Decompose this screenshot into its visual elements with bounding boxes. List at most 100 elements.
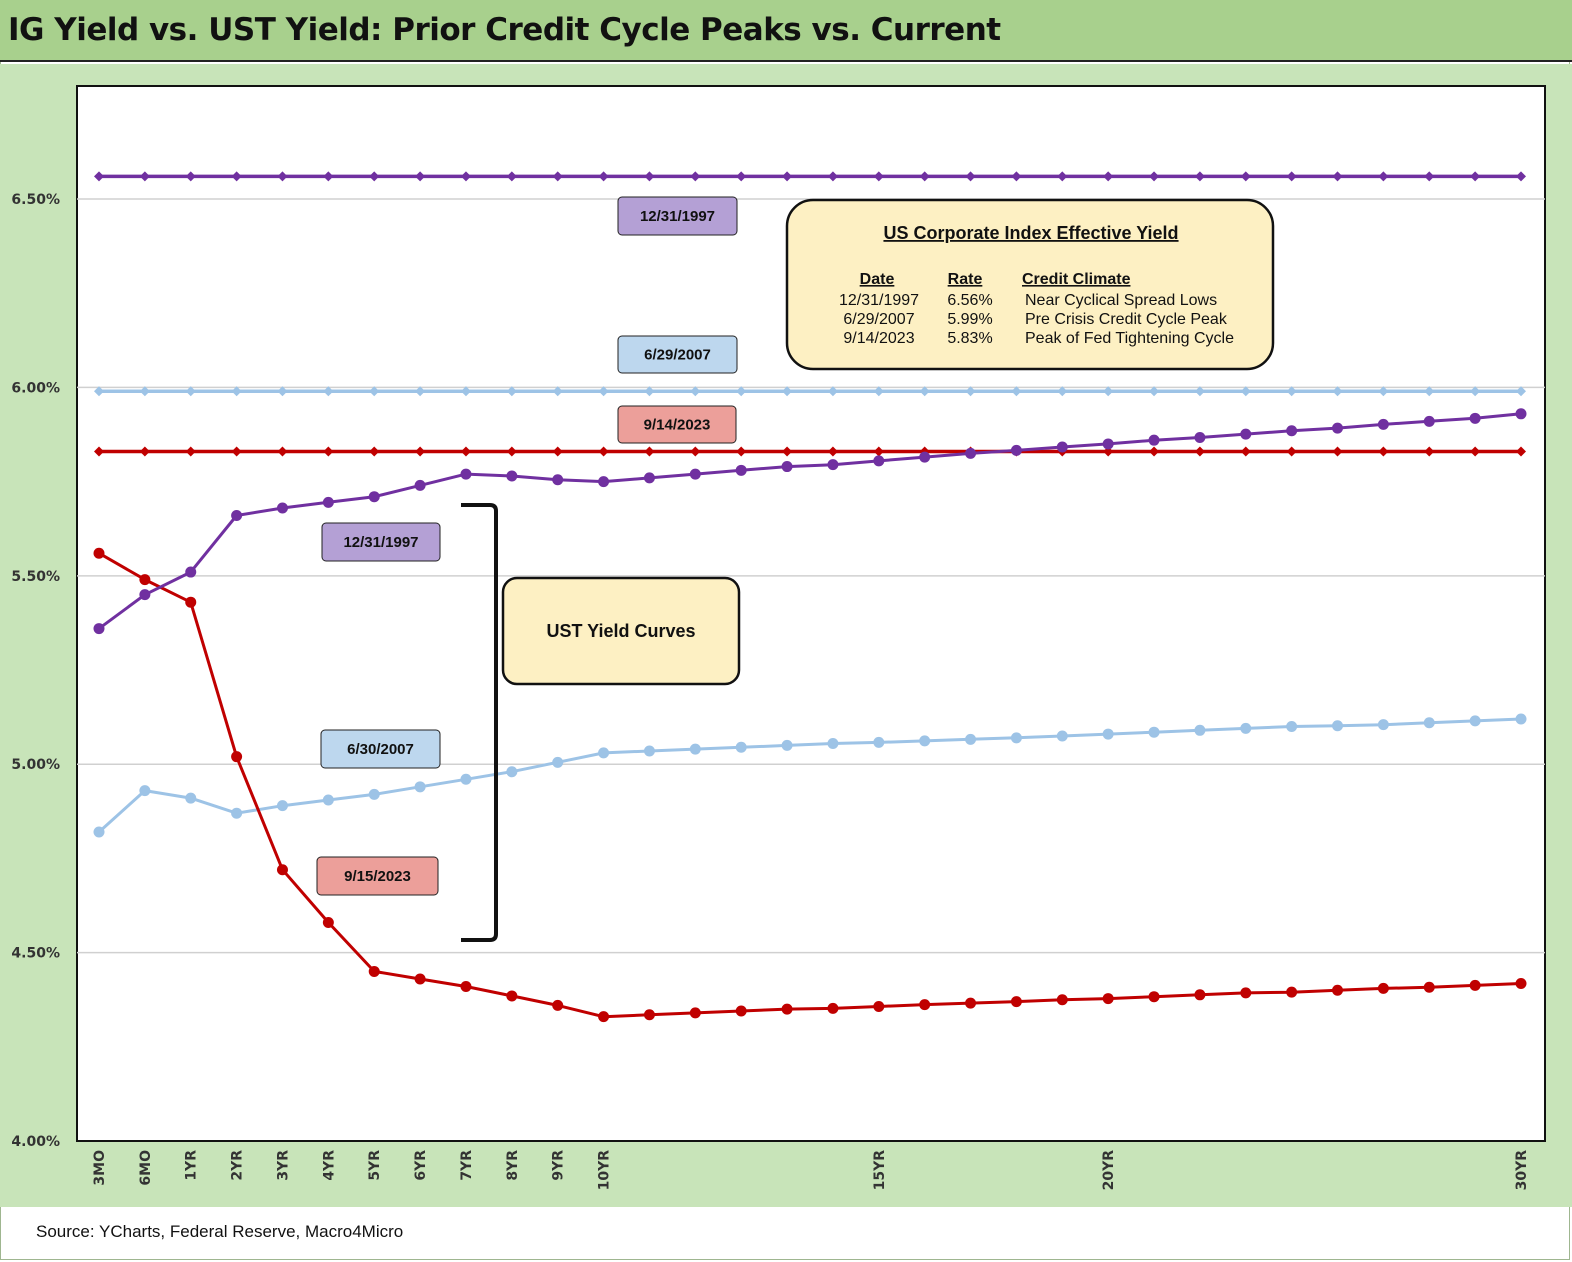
data-point	[1515, 713, 1527, 725]
series-ig_1997	[94, 171, 1526, 182]
data-point	[1469, 979, 1481, 991]
data-point	[827, 459, 839, 471]
data-point	[690, 446, 701, 457]
data-point	[322, 496, 334, 508]
data-point	[735, 1005, 747, 1017]
data-point	[1148, 434, 1160, 446]
ig-label-1997: 12/31/1997	[617, 196, 738, 236]
label-box	[617, 405, 737, 444]
data-point	[965, 997, 977, 1009]
data-point	[93, 547, 105, 559]
data-point	[1332, 720, 1344, 732]
data-point	[1194, 432, 1206, 444]
info-box-cell: 6/29/2007	[843, 311, 914, 328]
data-point	[781, 461, 793, 473]
data-point	[689, 743, 701, 755]
data-point	[919, 386, 930, 397]
data-point	[185, 566, 197, 578]
data-point	[94, 386, 104, 397]
data-point	[552, 386, 563, 397]
x-tick-label: 6YR	[413, 1150, 429, 1181]
data-point	[1469, 412, 1481, 424]
data-point	[873, 455, 885, 467]
data-point	[1010, 444, 1022, 456]
x-tick-label: 15YR	[872, 1150, 888, 1191]
x-tick-label: 6MO	[138, 1150, 154, 1186]
info-box: US Corporate Index Effective Yield Date Ra…	[785, 198, 1275, 371]
data-point	[185, 171, 196, 182]
data-point	[1240, 987, 1252, 999]
x-tick-label: 4YR	[321, 1150, 337, 1181]
label-text: 9/14/2023	[644, 417, 711, 434]
data-point	[1424, 386, 1435, 397]
x-tick-label: 9YR	[551, 1150, 567, 1181]
series-line	[98, 412, 1522, 630]
data-point	[736, 446, 747, 457]
info-box-title: US Corporate Index Effective Yield	[883, 223, 1178, 243]
data-point	[1148, 991, 1160, 1003]
series-line	[97, 717, 1522, 834]
data-point	[1240, 171, 1251, 182]
data-point	[276, 864, 288, 876]
data-point	[1011, 386, 1022, 397]
note-box	[501, 576, 741, 686]
data-point	[369, 171, 380, 182]
label-box	[316, 856, 439, 896]
data-point	[1332, 171, 1343, 182]
data-point	[414, 781, 426, 793]
data-point	[1332, 386, 1343, 397]
data-point	[965, 733, 977, 745]
data-point	[322, 794, 334, 806]
x-tick-label: 8YR	[505, 1150, 521, 1181]
data-point	[1378, 386, 1389, 397]
data-point	[690, 386, 701, 397]
data-point	[1240, 722, 1252, 734]
x-tick-label: 5YR	[367, 1150, 383, 1181]
data-point	[93, 826, 105, 838]
data-point	[506, 470, 518, 482]
data-point	[1240, 428, 1252, 440]
data-point	[1149, 386, 1160, 397]
info-box-cell: 5.83%	[947, 330, 992, 347]
series-ig_2007	[94, 386, 1526, 397]
data-point	[782, 386, 793, 397]
x-tick-label: 2YR	[230, 1150, 246, 1181]
data-point	[873, 1000, 885, 1012]
data-point	[139, 446, 150, 457]
data-point	[782, 446, 793, 457]
data-point	[460, 171, 471, 182]
x-tick-label: 3MO	[92, 1150, 108, 1186]
y-tick-label: 4.50%	[11, 946, 60, 962]
data-point	[1149, 446, 1160, 457]
title-bar: IG Yield vs. UST Yield: Prior Credit Cyc…	[0, 0, 1572, 62]
data-point	[231, 751, 243, 763]
data-point	[1149, 171, 1160, 182]
data-point	[827, 171, 838, 182]
data-point	[139, 171, 150, 182]
data-point	[415, 446, 426, 457]
data-point	[1103, 386, 1114, 397]
data-point	[139, 386, 150, 397]
data-point	[1194, 989, 1206, 1001]
info-box-cell: Near Cyclical Spread Lows	[1025, 292, 1217, 309]
data-point	[1194, 446, 1205, 457]
data-point	[781, 1003, 793, 1015]
data-point	[1056, 730, 1068, 742]
data-point	[1286, 986, 1298, 998]
ust-label-2007: 6/30/2007	[320, 729, 441, 769]
info-box-header: Rate	[948, 271, 983, 288]
x-tick-label: 20YR	[1101, 1150, 1117, 1191]
data-point	[1010, 996, 1022, 1008]
data-point	[1011, 171, 1022, 182]
data-point	[276, 502, 288, 514]
data-point	[1102, 728, 1114, 740]
data-point	[1378, 171, 1389, 182]
data-point	[643, 745, 655, 757]
data-point	[1377, 982, 1389, 994]
data-point	[231, 386, 242, 397]
info-box-header: Date	[860, 271, 895, 288]
data-point	[506, 990, 518, 1002]
ust-label-1997: 12/31/1997	[321, 522, 441, 562]
label-box	[617, 335, 738, 374]
data-point	[1424, 446, 1435, 457]
